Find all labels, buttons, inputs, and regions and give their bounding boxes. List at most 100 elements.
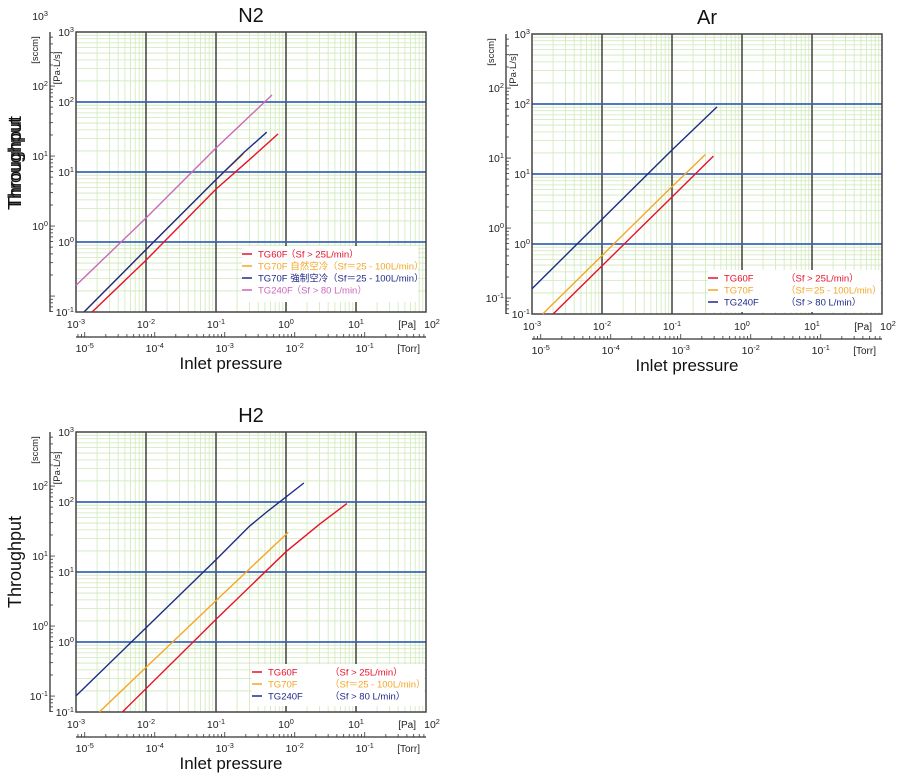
sccm-tick-label: 103: [32, 9, 48, 23]
series-line-tg70f: [83, 131, 268, 313]
series-line-tg60f: [552, 155, 714, 315]
torr-tick-label: 10-4: [146, 341, 164, 355]
legend-label: TG60F: [724, 274, 754, 285]
x-tick-label: 100: [734, 319, 750, 333]
chart-ar: TG60F （Sf > 25L/min）TG70F （Sf＝25 - 100L/mi…: [5, 7, 896, 375]
chart-title: N2: [238, 5, 264, 27]
y-tick-label: 102: [58, 95, 74, 109]
legend-label: TG60F: [268, 668, 298, 679]
series-line-tg60f: [121, 503, 348, 713]
plot-frame: [531, 33, 883, 315]
series-line-tg240f: [75, 482, 305, 697]
legend: TG60F （Sf > 25L/min） TG70F （Sf＝25 - 100L/mi…: [708, 270, 882, 312]
legend-label: TG70F 自然空冷: [258, 261, 329, 273]
y-tick-label: 102: [514, 97, 530, 111]
legend-label: TG240F: [258, 286, 293, 297]
legend-label: TG70F: [724, 286, 754, 297]
y-unit-label: [Pa·L/s]: [52, 52, 63, 85]
torr-tick-label: 10-4: [602, 343, 620, 357]
x-tick-label: 101: [348, 717, 364, 731]
torr-tick-label: 10-2: [742, 343, 760, 357]
x-tick-label: 100: [278, 717, 294, 731]
legend-condition: （Sf＝25 - 100L/min）: [786, 285, 882, 297]
series-line-tg70f: [542, 153, 706, 315]
sccm-tick-label: 102: [488, 81, 504, 95]
torr-tick-label: 10-3: [216, 341, 234, 355]
x-tick-label: 10-2: [137, 717, 155, 731]
series-line-tg240f: [75, 94, 273, 286]
legend-condition: （Sf > 80 L/min）: [786, 297, 861, 309]
torr-tick-label: 10-5: [76, 341, 94, 355]
legend-condition: （Sf＝25 - 100L/min）: [330, 679, 426, 691]
legend-label: TG60F: [258, 250, 288, 261]
sccm-tick-label: 100: [32, 219, 48, 233]
sccm-tick-label: 100: [32, 619, 48, 633]
y-tick-label: 101: [514, 167, 530, 181]
x-tick-label: 10-1: [207, 317, 225, 331]
y-unit-label: [Pa·L/s]: [508, 54, 519, 87]
legend-background: [708, 270, 880, 312]
x-tick-label: 101: [348, 317, 364, 331]
torr-tick-label: 10-1: [356, 741, 374, 755]
x-unit-label: [Pa]: [854, 322, 872, 333]
y-tick-label: 101: [58, 165, 74, 179]
legend-condition: （Sf＝25 - 100L/min）: [328, 261, 424, 273]
plot-frame: [75, 31, 427, 313]
x-tick-label: 102: [424, 317, 440, 331]
torr-tick-label: 10-1: [356, 341, 374, 355]
x-unit-label: [Pa]: [398, 720, 416, 731]
legend-condition: （Sf > 25L/min）: [286, 249, 359, 261]
legend-label: TG240F: [724, 298, 759, 309]
legend-background: [242, 246, 418, 302]
torr-tick-label: 10-4: [146, 741, 164, 755]
y-axis-title: Throughput: [5, 116, 25, 208]
plot-frame: [75, 431, 427, 713]
legend-condition: （Sf > 80 L/min）: [292, 285, 367, 297]
x-tick-label: 102: [424, 717, 440, 731]
series-line-tg240f: [531, 106, 718, 290]
sccm-tick-label: 101: [32, 149, 48, 163]
x-unit-label: [Pa]: [398, 320, 416, 331]
x-axis-title: Inlet pressure: [636, 356, 739, 375]
y-tick-label: 10-1: [56, 305, 74, 319]
y-tick-label: 10-1: [56, 705, 74, 719]
x-tick-label: 10-3: [523, 319, 541, 333]
torr-tick-label: 10-1: [812, 343, 830, 357]
sccm-tick-label: 10-1: [30, 689, 48, 703]
torr-tick-label: 10-5: [532, 343, 550, 357]
sccm-tick-label: 100: [488, 221, 504, 235]
y-axis-title: Throughput: [5, 118, 25, 210]
torr-tick-label: 10-2: [286, 341, 304, 355]
torr-tick-label: 10-2: [286, 741, 304, 755]
legend-label: TG70F: [268, 680, 298, 691]
x-tick-label: 10-1: [663, 319, 681, 333]
torr-tick-label: 10-5: [76, 741, 94, 755]
legend-label: TG240F: [268, 692, 303, 703]
legend-condition: （Sf > 80 L/min）: [330, 691, 405, 703]
legend: TG60F（Sf > 25L/min）TG70F 自然空冷 （Sf＝25 - 10…: [242, 246, 424, 302]
torr-unit-label: [Torr]: [397, 344, 420, 355]
y-tick-label: 102: [58, 495, 74, 509]
x-tick-label: 100: [278, 317, 294, 331]
sccm-unit-label: [sccm]: [30, 436, 41, 463]
chart-n2: TG60F（Sf > 25L/min）TG70F 自然空冷 （Sf＝25 - 10…: [5, 5, 440, 373]
y-tick-label: 100: [58, 635, 74, 649]
chart-title: Ar: [697, 7, 717, 29]
x-tick-label: 102: [880, 319, 896, 333]
sccm-unit-label: [sccm]: [486, 38, 497, 65]
sccm-tick-label: 101: [32, 549, 48, 563]
torr-tick-label: 10-3: [216, 741, 234, 755]
legend-background: [252, 664, 424, 706]
y-axis-title: Throughput: [5, 516, 25, 608]
y-tick-label: 101: [58, 565, 74, 579]
sccm-tick-label: 102: [32, 479, 48, 493]
torr-tick-label: 10-3: [672, 343, 690, 357]
legend-label: TG70F 強制空冷: [258, 273, 329, 285]
y-tick-label: 10-1: [512, 307, 530, 321]
y-tick-label: 100: [514, 237, 530, 251]
legend: TG60F （Sf > 25L/min） TG70F （Sf＝25 - 100L/mi…: [252, 664, 426, 706]
x-tick-label: 10-1: [207, 717, 225, 731]
x-tick-label: 10-3: [67, 717, 85, 731]
legend-condition: （Sf > 25L/min）: [786, 273, 859, 285]
x-axis-title: Inlet pressure: [180, 354, 283, 373]
